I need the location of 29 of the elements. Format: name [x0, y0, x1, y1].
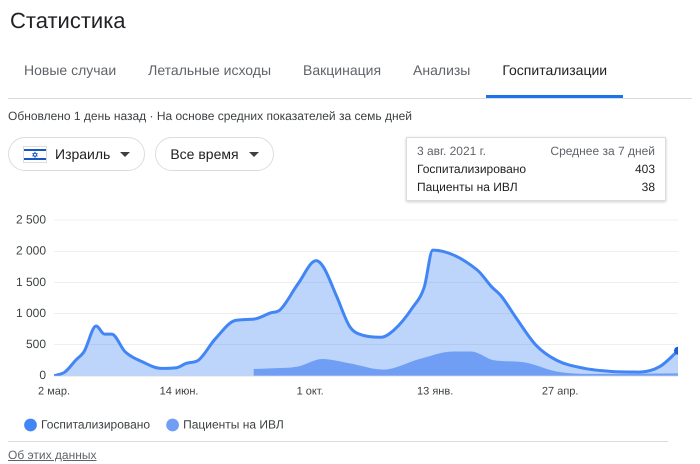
text: Об этих данных: [8, 441, 668, 462]
text: Госпитализировано: [417, 162, 526, 176]
y-tick-label: 0: [39, 368, 46, 382]
legend-label: Пациенты на ИВЛ: [183, 417, 284, 432]
text: 38: [642, 180, 655, 194]
text: Обновлено 1 день назад · На основе средних показателей за семь дней: [8, 109, 413, 123]
text: Среднее за 7 дней: [550, 144, 655, 158]
y-tick-label: 1 000: [16, 306, 46, 320]
chart-title: Статистика: [9, 8, 127, 35]
x-tick-label: 2 мар.: [38, 385, 70, 398]
y-tick-label: 1 500: [16, 274, 46, 289]
text: Летальные исходы: [147, 61, 272, 80]
text: Израиль: [8, 137, 146, 171]
x-tick-label: 1 окт.: [296, 385, 324, 398]
text: Пациенты на ИВЛ: [417, 180, 518, 194]
text: Все время: [155, 137, 274, 171]
legend-label: Госпитализировано: [41, 417, 150, 432]
text: Новые случаи: [23, 61, 118, 80]
y-tick-label: 500: [26, 336, 46, 351]
text: 3 авг. 2021 г.: [417, 144, 486, 158]
text: Анализы: [412, 61, 472, 80]
text: Госпитализации: [501, 61, 608, 80]
y-tick-label: 2 500: [16, 212, 46, 227]
x-tick-label: 13 янв.: [417, 385, 454, 398]
x-tick-label: 27 апр.: [542, 385, 578, 398]
text: 403: [634, 162, 655, 176]
y-tick-label: 2 000: [16, 244, 46, 258]
x-tick-label: 14 июн.: [160, 385, 198, 398]
text: Вакцинация: [302, 61, 382, 80]
